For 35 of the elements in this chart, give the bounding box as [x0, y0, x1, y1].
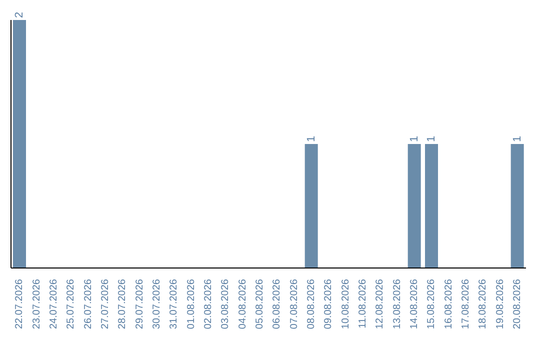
data-label: 1: [511, 136, 524, 142]
x-tick-label: 13.08.2026: [392, 278, 403, 330]
x-tick-label: 16.08.2026: [443, 278, 454, 330]
x-tick-label: 22.07.2026: [14, 278, 26, 330]
x-tick-label: 12.08.2026: [374, 278, 386, 330]
x-tick-label: 01.08.2026: [186, 278, 197, 330]
x-tick-label: 09.08.2026: [323, 278, 334, 330]
x-tick-label: 05.08.2026: [254, 278, 266, 330]
x-tick-label: 28.07.2026: [117, 278, 128, 330]
data-label: 1: [408, 136, 420, 142]
x-tick-label: 08.08.2026: [306, 278, 317, 330]
x-tick-label: 30.07.2026: [151, 278, 162, 330]
x-tick-label: 04.08.2026: [237, 278, 248, 330]
x-tick-label: 07.08.2026: [288, 278, 300, 330]
x-tick-label: 03.08.2026: [220, 278, 232, 330]
x-tick-label: 10.08.2026: [340, 278, 352, 330]
data-label: 2: [14, 12, 26, 18]
data-label: 1: [305, 136, 318, 142]
x-tick-label: 29.07.2026: [134, 278, 146, 330]
x-tick-label: 02.08.2026: [202, 278, 214, 330]
x-tick-label: 19.08.2026: [494, 278, 506, 330]
x-tick-label: 23.07.2026: [31, 278, 42, 330]
x-tick-label: 24.07.2026: [48, 278, 60, 330]
x-tick-label: 17.08.2026: [460, 278, 472, 330]
x-tick-label: 25.07.2026: [66, 278, 77, 330]
x-tick-label: 11.08.2026: [357, 278, 368, 328]
x-tick-label: 06.08.2026: [272, 278, 283, 330]
x-tick-label: 18.08.2026: [478, 278, 489, 330]
x-tick-label: 27.07.2026: [100, 278, 111, 330]
data-label: 1: [426, 136, 438, 142]
x-tick-label: 20.08.2026: [512, 278, 523, 330]
x-tick-label: 15.08.2026: [426, 278, 438, 330]
x-tick-label: 14.08.2026: [408, 278, 420, 330]
x-tick-label: 26.07.2026: [82, 278, 94, 330]
x-tick-label: 31.07.2026: [168, 278, 180, 330]
